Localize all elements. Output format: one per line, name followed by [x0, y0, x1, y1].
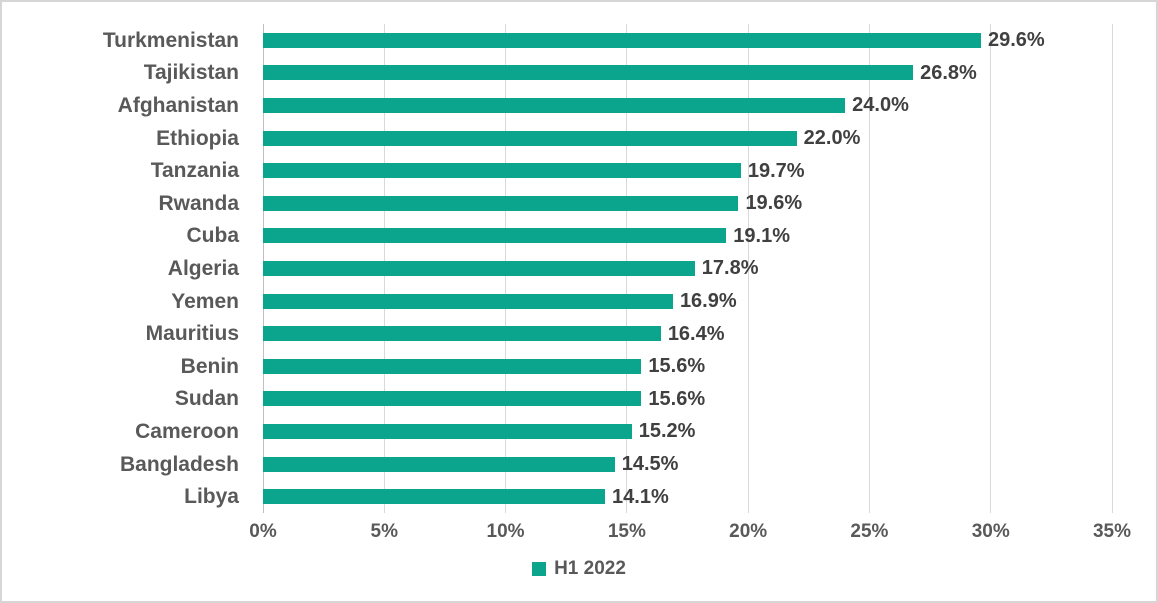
gridline	[868, 24, 870, 513]
bar-rows: 29.6% 26.8% 24.0% 22.0% 19.7% 19.6% 19.1% 17.8%…	[263, 24, 1112, 513]
y-axis-category-labels: Turkmenistan Tajikistan Afghanistan Ethiopi…	[2, 24, 251, 513]
value-label: 15.2%	[638, 420, 696, 443]
legend-swatch-icon	[532, 561, 547, 576]
bar-row: 24.0%	[263, 89, 1112, 122]
x-tick-label: 25%	[850, 521, 889, 542]
bar	[263, 358, 642, 374]
x-tick-label: 30%	[971, 521, 1010, 542]
x-tick-label: 10%	[486, 521, 525, 542]
category-label: Turkmenistan	[102, 28, 239, 52]
bar	[263, 391, 642, 407]
bar-row: 22.0%	[263, 122, 1112, 155]
category-label: Tanzania	[150, 159, 239, 183]
x-axis: 0% 5% 10% 15% 20% 25% 30% 35%	[249, 521, 1131, 547]
value-label: 15.6%	[648, 355, 706, 378]
bar-row: 15.2%	[263, 415, 1112, 448]
value-label: 19.6%	[745, 192, 803, 215]
x-tick-label: 20%	[729, 521, 768, 542]
bar	[263, 32, 981, 48]
plot-area: 29.6% 26.8% 24.0% 22.0% 19.7% 19.6% 19.1% 17.8%…	[262, 24, 1113, 513]
bar	[263, 260, 695, 276]
value-label: 19.1%	[733, 224, 791, 247]
bar	[263, 195, 739, 211]
value-label: 29.6%	[988, 29, 1045, 52]
value-label: 15.6%	[648, 387, 706, 410]
category-label: Sudan	[174, 387, 239, 411]
bar	[263, 228, 727, 244]
bar	[263, 326, 661, 342]
bar	[263, 489, 606, 505]
bar-row: 14.1%	[263, 480, 1112, 513]
value-label: 22.0%	[803, 127, 861, 150]
value-label: 16.4%	[667, 322, 725, 345]
bar-row: 19.6%	[263, 187, 1112, 220]
category-label: Mauritius	[145, 322, 239, 346]
bar	[263, 97, 846, 113]
value-label: 26.8%	[920, 61, 977, 84]
value-label: 14.5%	[621, 453, 679, 476]
bar-row: 26.8%	[263, 57, 1112, 90]
bar-row: 16.9%	[263, 285, 1112, 318]
legend-label: H1 2022	[554, 558, 626, 579]
bar-row: 15.6%	[263, 350, 1112, 383]
value-label: 19.7%	[747, 159, 805, 182]
bar-row: 15.6%	[263, 383, 1112, 416]
x-tick-label: 15%	[607, 521, 646, 542]
x-tick-label: 35%	[1092, 521, 1132, 542]
value-label: 16.9%	[679, 290, 737, 313]
value-label: 17.8%	[701, 257, 759, 280]
category-label: Cuba	[186, 224, 240, 248]
x-tick-label: 5%	[370, 521, 399, 542]
value-label: 24.0%	[852, 94, 909, 117]
category-label: Bangladesh	[119, 452, 239, 476]
value-label: 14.1%	[612, 485, 669, 508]
category-label: Rwanda	[158, 191, 239, 215]
gridline	[747, 24, 749, 513]
bar	[263, 65, 914, 81]
legend: H1 2022	[2, 559, 1156, 578]
gridline	[1111, 24, 1113, 513]
bar-row: 14.5%	[263, 448, 1112, 481]
category-label: Benin	[180, 354, 239, 378]
bar	[263, 130, 797, 146]
bar	[263, 423, 632, 439]
category-label: Afghanistan	[117, 93, 239, 117]
bar-row: 19.7%	[263, 154, 1112, 187]
category-label: Tajikistan	[143, 61, 239, 85]
bar-row: 17.8%	[263, 252, 1112, 285]
category-label: Algeria	[167, 256, 239, 280]
x-tick-label: 0%	[249, 521, 277, 542]
bar	[263, 456, 615, 472]
category-label: Ethiopia	[156, 126, 239, 150]
bar-row: 29.6%	[263, 24, 1112, 57]
bar	[263, 293, 673, 309]
bar-row: 16.4%	[263, 317, 1112, 350]
category-label: Libya	[184, 485, 239, 509]
bar-row: 19.1%	[263, 220, 1112, 253]
gridline	[990, 24, 992, 513]
category-label: Yemen	[171, 289, 239, 313]
bar	[263, 163, 741, 179]
category-label: Cameroon	[135, 419, 239, 443]
